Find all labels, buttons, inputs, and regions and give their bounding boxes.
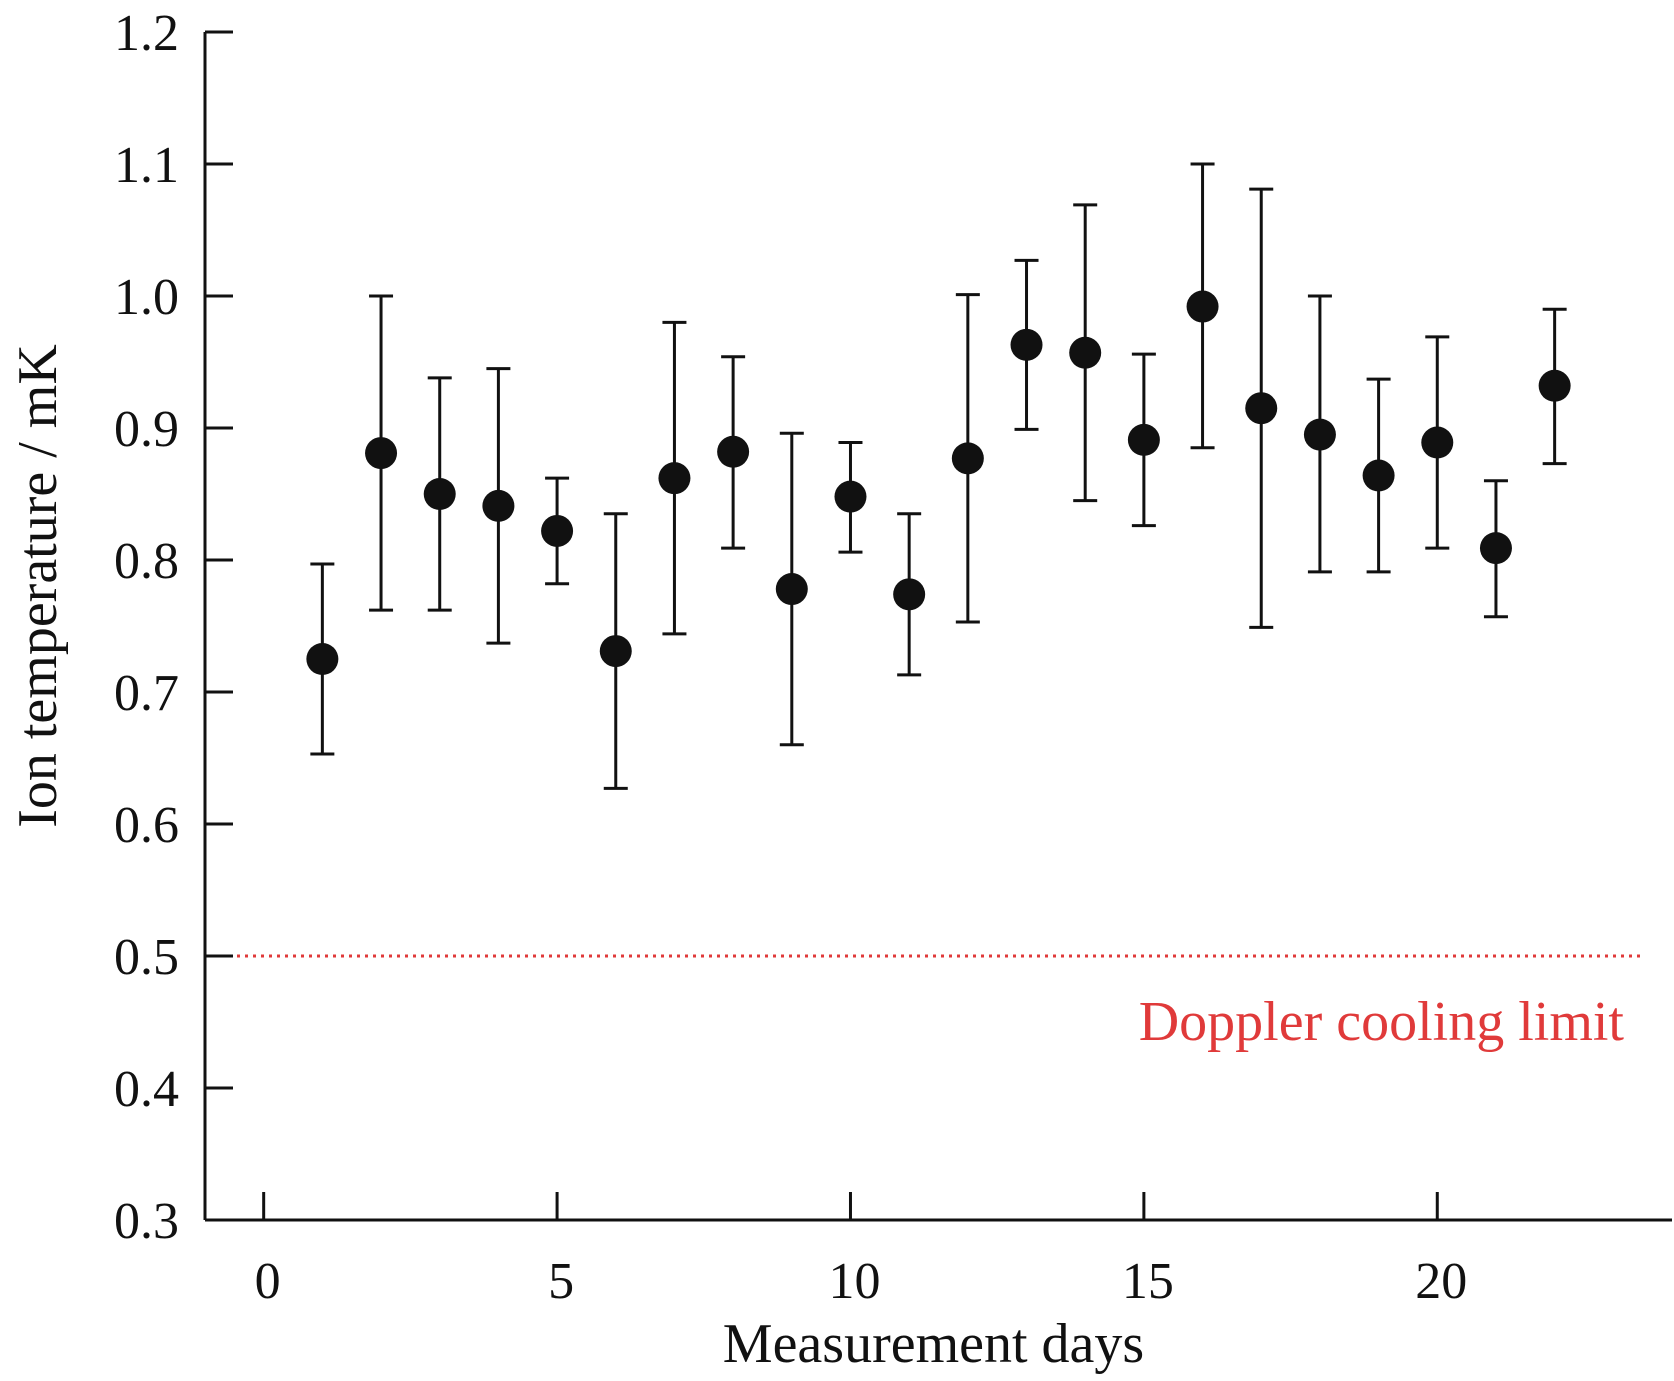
y-axis-title: Ion temperature / mK [7, 344, 69, 828]
data-point [482, 489, 515, 522]
y-tick-label: 1.0 [114, 269, 179, 326]
data-point [365, 437, 398, 470]
data-point [1127, 423, 1160, 456]
data-point [893, 578, 926, 611]
doppler-limit-label: Doppler cooling limit [1139, 991, 1625, 1053]
y-tick-label: 1.2 [114, 5, 179, 62]
data-points [306, 162, 1571, 790]
y-tick-label: 0.5 [114, 929, 179, 986]
data-point [834, 480, 867, 513]
data-point [717, 435, 750, 468]
x-tick-label: 10 [828, 1253, 880, 1310]
data-point [1538, 369, 1571, 402]
data-point [1245, 392, 1278, 425]
axes: 0.3 0.4 0.5 0.6 0.7 0.8 0.9 1.0 1.1 1.2 0 5 10 15 20 [114, 5, 1672, 1310]
data-point [1362, 459, 1395, 492]
y-tick-label: 0.9 [114, 401, 179, 458]
data-point [423, 478, 456, 510]
y-tick-label: 0.4 [114, 1061, 179, 1118]
data-point [306, 643, 339, 675]
x-tick-label: 5 [548, 1253, 574, 1310]
data-point [1303, 418, 1336, 451]
x-tick-label: 15 [1122, 1253, 1174, 1310]
y-tick-label: 1.1 [114, 137, 179, 194]
y-tick-label: 0.7 [114, 665, 179, 722]
data-point [775, 573, 808, 606]
y-tick-label: 0.8 [114, 533, 179, 590]
data-point [1421, 426, 1454, 459]
data-point [1186, 290, 1219, 323]
data-point [541, 514, 574, 547]
data-point [599, 635, 632, 668]
data-point [1069, 336, 1102, 369]
data-point [951, 442, 984, 475]
x-axis-title: Measurement days [723, 1313, 1144, 1375]
data-point [1479, 532, 1512, 565]
data-point [1010, 328, 1043, 361]
data-point [658, 462, 691, 495]
y-tick-label: 0.3 [114, 1193, 179, 1250]
x-tick-label: 20 [1415, 1253, 1467, 1310]
y-tick-label: 0.6 [114, 797, 179, 854]
x-tick-label: 0 [255, 1253, 281, 1310]
